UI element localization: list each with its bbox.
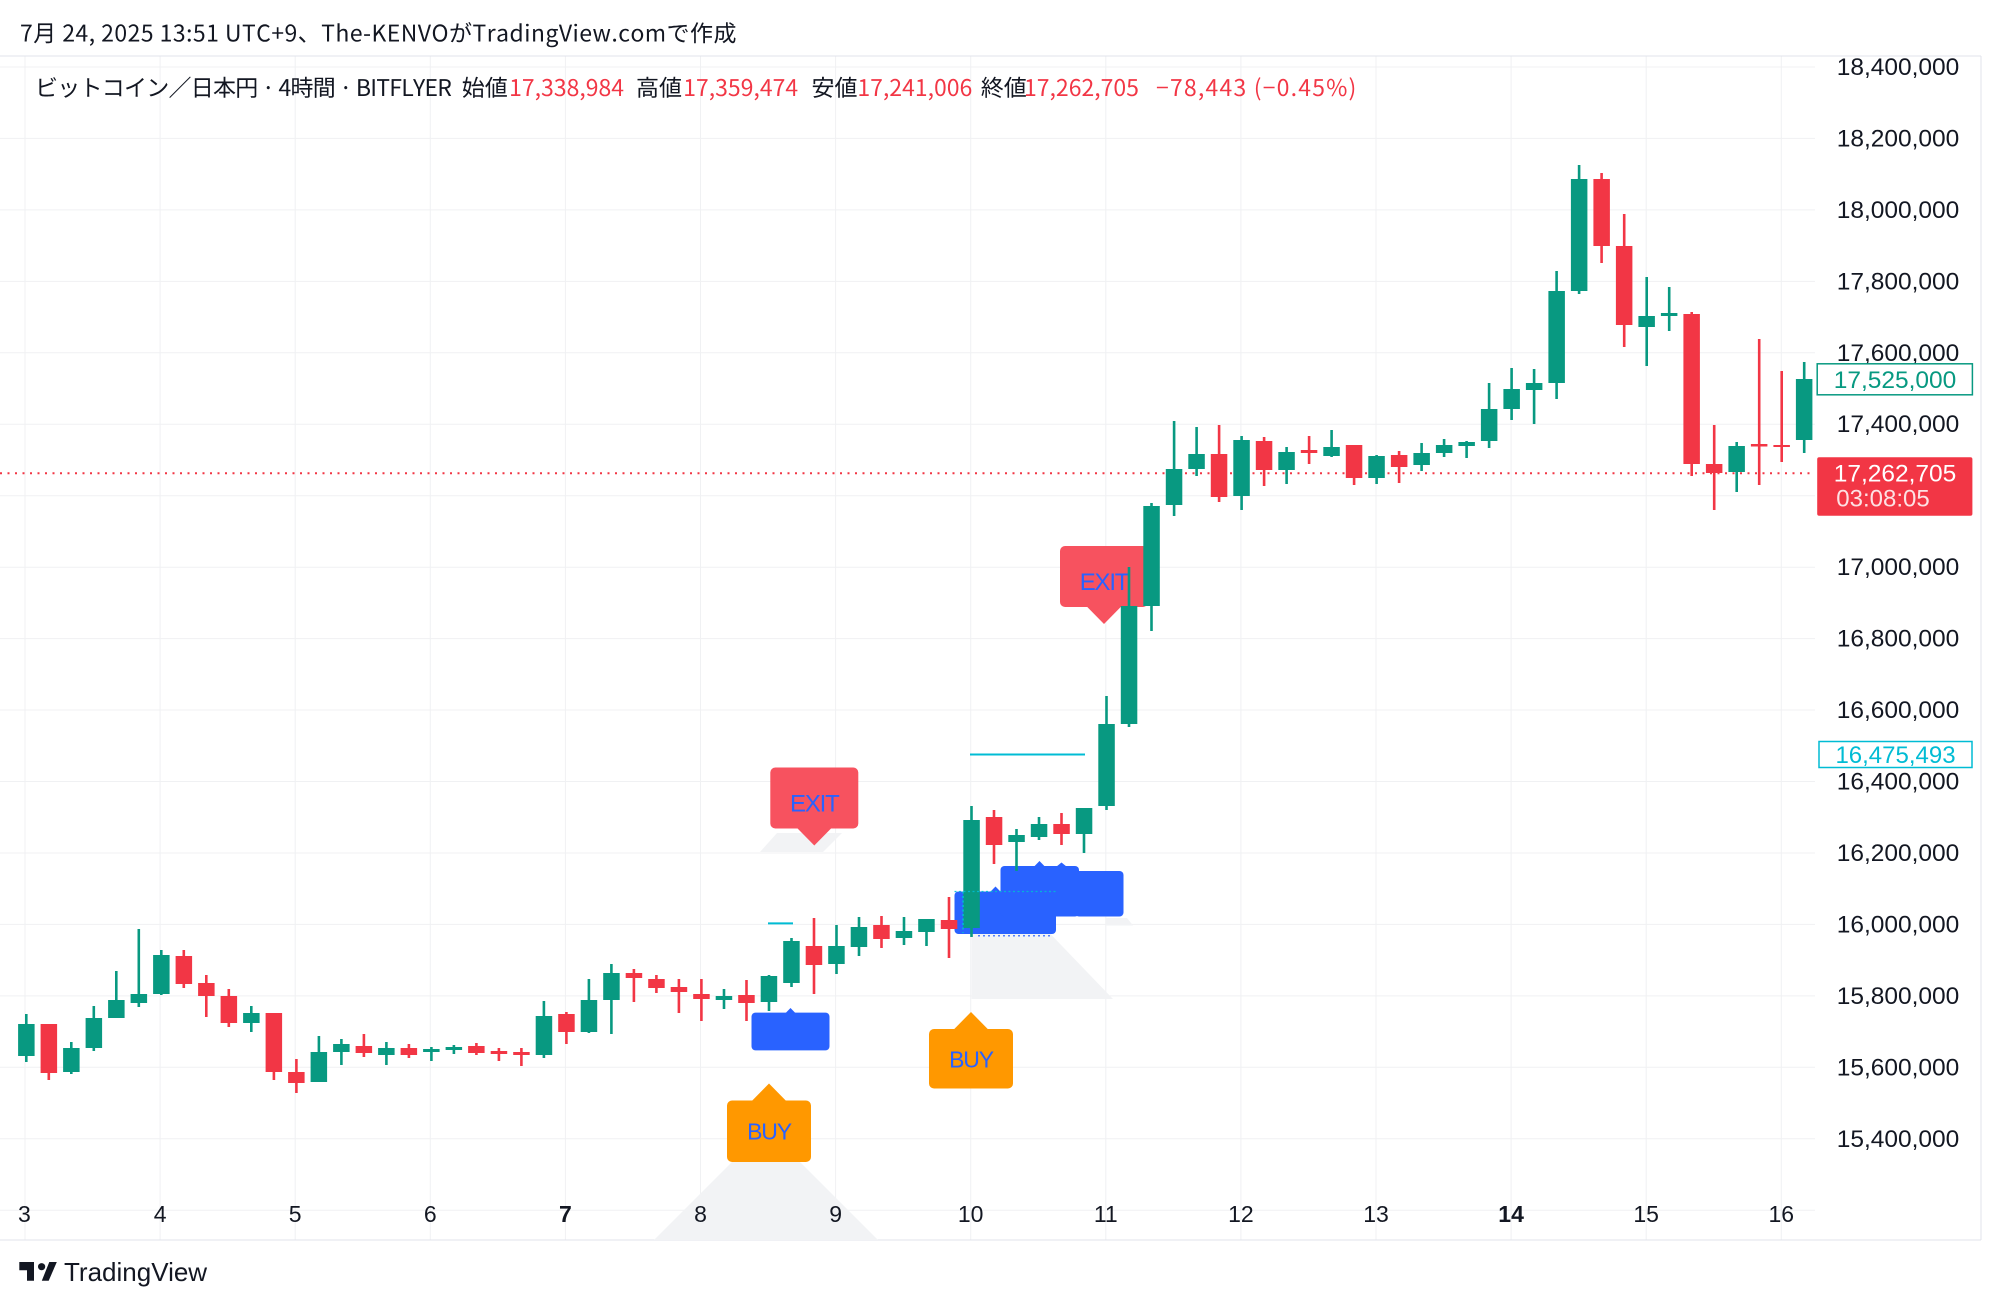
svg-text:7: 7 xyxy=(559,1201,572,1227)
svg-text:03:08:05: 03:08:05 xyxy=(1836,486,1929,513)
svg-text:BUY: BUY xyxy=(949,1047,994,1073)
svg-text:10: 10 xyxy=(958,1201,984,1227)
svg-text:11: 11 xyxy=(1094,1201,1118,1227)
svg-text:9: 9 xyxy=(829,1201,842,1227)
svg-text:16,200,000: 16,200,000 xyxy=(1837,840,1960,867)
svg-text:3: 3 xyxy=(18,1201,31,1227)
svg-text:16,400,000: 16,400,000 xyxy=(1837,769,1960,796)
svg-text:16,600,000: 16,600,000 xyxy=(1837,697,1960,724)
svg-text:16,000,000: 16,000,000 xyxy=(1837,911,1960,938)
svg-text:16: 16 xyxy=(1769,1201,1795,1227)
svg-text:14: 14 xyxy=(1498,1201,1524,1227)
svg-text:16,800,000: 16,800,000 xyxy=(1837,626,1960,653)
svg-text:13: 13 xyxy=(1363,1201,1389,1227)
svg-text:12: 12 xyxy=(1228,1201,1254,1227)
svg-text:EXIT: EXIT xyxy=(790,790,840,817)
svg-text:17,400,000: 17,400,000 xyxy=(1837,411,1960,438)
svg-text:BUY: BUY xyxy=(747,1119,792,1145)
svg-text:15,600,000: 15,600,000 xyxy=(1837,1054,1960,1081)
svg-text:18,400,000: 18,400,000 xyxy=(1837,54,1960,81)
svg-text:15,400,000: 15,400,000 xyxy=(1837,1126,1960,1153)
svg-text:TradingView: TradingView xyxy=(64,1257,207,1287)
svg-text:17,525,000: 17,525,000 xyxy=(1834,367,1957,394)
svg-text:6: 6 xyxy=(424,1201,437,1227)
svg-text:15,800,000: 15,800,000 xyxy=(1837,983,1960,1010)
svg-text:17,800,000: 17,800,000 xyxy=(1837,268,1960,295)
svg-text:15: 15 xyxy=(1633,1201,1659,1227)
svg-text:17,600,000: 17,600,000 xyxy=(1837,340,1960,367)
svg-text:17,262,705: 17,262,705 xyxy=(1834,461,1957,488)
svg-text:5: 5 xyxy=(289,1201,302,1227)
svg-text:16,475,493: 16,475,493 xyxy=(1835,742,1955,769)
svg-text:4: 4 xyxy=(154,1201,167,1227)
svg-text:EXIT: EXIT xyxy=(1080,569,1130,596)
svg-text:17,000,000: 17,000,000 xyxy=(1837,554,1960,581)
svg-text:18,000,000: 18,000,000 xyxy=(1837,197,1960,224)
svg-text:18,200,000: 18,200,000 xyxy=(1837,125,1960,152)
svg-text:8: 8 xyxy=(694,1201,707,1227)
